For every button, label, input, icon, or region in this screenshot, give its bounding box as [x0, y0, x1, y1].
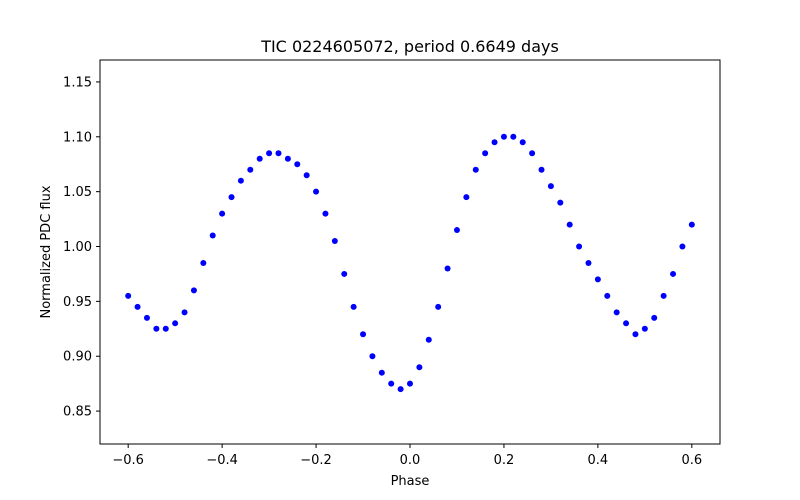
data-point [209, 232, 216, 239]
data-point [679, 243, 686, 250]
data-point [463, 194, 470, 201]
data-point [360, 331, 367, 338]
data-point [266, 150, 273, 157]
data-point [228, 194, 235, 201]
x-tick-label: −0.6 [112, 453, 144, 468]
data-point [557, 199, 564, 206]
x-tick-label: 0.2 [494, 453, 515, 468]
data-point [275, 150, 282, 157]
data-point [585, 259, 592, 266]
data-point [294, 161, 301, 168]
y-tick-label: 0.95 [63, 295, 92, 310]
data-point [322, 210, 329, 217]
data-point [623, 320, 630, 327]
data-point [397, 386, 404, 393]
x-tick-label: −0.4 [206, 453, 238, 468]
x-tick-label: 0.6 [681, 453, 702, 468]
data-point [416, 364, 423, 371]
data-point [538, 166, 545, 173]
data-point [688, 221, 695, 228]
data-point [388, 380, 395, 387]
data-point [641, 325, 648, 332]
data-point [256, 155, 263, 162]
data-point [529, 150, 536, 157]
data-point [134, 303, 141, 310]
y-tick-label: 1.10 [63, 130, 92, 145]
data-point [407, 380, 413, 387]
data-point [172, 320, 179, 327]
data-point [284, 155, 291, 162]
chart-title: TIC 0224605072, period 0.6649 days [260, 37, 559, 56]
data-point [125, 292, 132, 299]
data-point [247, 166, 254, 173]
scatter-points [125, 133, 695, 393]
data-point [378, 369, 385, 376]
x-tick-label: 0.4 [588, 453, 609, 468]
data-point [162, 325, 169, 332]
data-point [519, 139, 526, 146]
data-point [472, 166, 479, 173]
y-tick-label: 1.15 [63, 75, 92, 90]
data-point [500, 133, 507, 140]
data-point [369, 353, 376, 360]
data-point [237, 177, 244, 184]
x-tick-label: 0.0 [400, 453, 421, 468]
data-point [153, 325, 160, 332]
data-point [547, 183, 554, 190]
data-point [303, 172, 310, 179]
y-axis-label: Normalized PDC flux [39, 185, 54, 318]
data-point [444, 265, 451, 272]
data-point [143, 314, 150, 321]
data-point [594, 276, 601, 283]
data-point [350, 303, 357, 310]
data-point [613, 309, 620, 316]
data-point [651, 314, 658, 321]
data-point [313, 188, 320, 195]
data-point [482, 150, 489, 157]
data-point [604, 292, 611, 299]
data-point [435, 303, 442, 310]
x-tick-label: −0.2 [300, 453, 332, 468]
data-point [200, 259, 207, 266]
data-point [453, 227, 460, 234]
x-axis-label: Phase [391, 474, 430, 489]
data-point [341, 270, 348, 277]
data-point [219, 210, 226, 217]
data-point [331, 238, 338, 245]
y-axis-ticks: 0.85 0.90 0.95 1.00 1.05 1.10 1.15 [63, 75, 100, 420]
data-point [566, 221, 573, 228]
data-point [510, 133, 517, 140]
data-point [491, 139, 498, 146]
data-point [670, 270, 677, 277]
data-point [181, 309, 188, 316]
y-tick-label: 1.05 [63, 185, 92, 200]
y-tick-label: 0.85 [63, 405, 92, 420]
x-axis-ticks: −0.6 −0.4 −0.2 0.0 0.2 0.4 0.6 [112, 444, 702, 468]
y-tick-label: 1.00 [63, 240, 92, 255]
data-point [190, 287, 197, 294]
data-point [576, 243, 583, 250]
data-point [660, 292, 667, 299]
data-point [425, 336, 432, 343]
y-tick-label: 0.90 [63, 350, 92, 365]
data-point [632, 331, 639, 338]
